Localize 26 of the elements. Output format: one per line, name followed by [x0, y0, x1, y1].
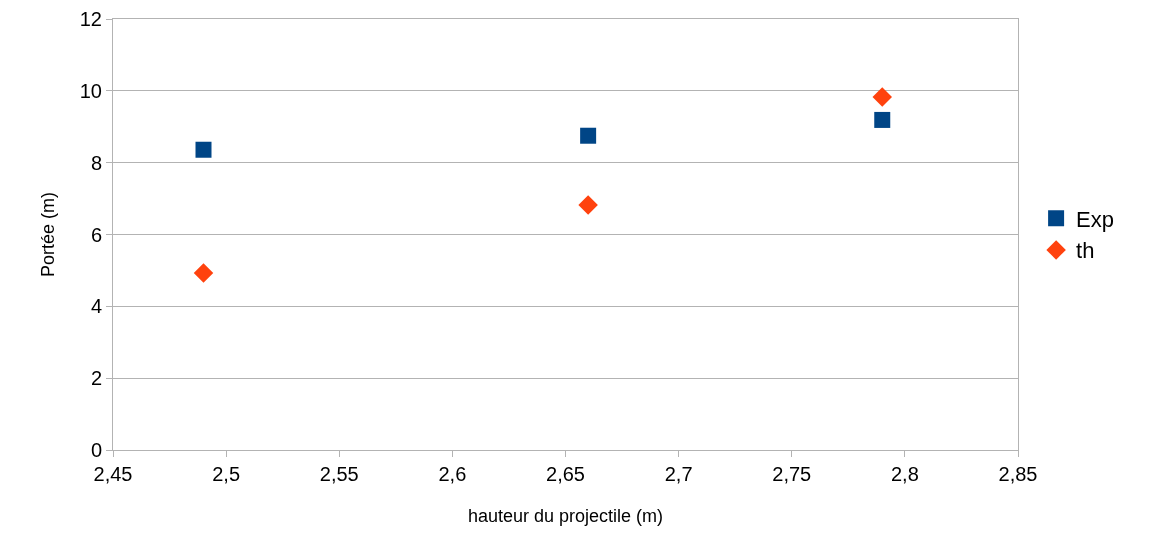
y-tick-label: 0 — [90, 439, 102, 461]
x-tick-label: 2,7 — [664, 463, 693, 485]
x-tick-label: 2,45 — [93, 463, 133, 485]
x-tick-label: 2,5 — [212, 463, 241, 485]
point — [193, 263, 214, 283]
x-axis-title: hauteur du projectile (m) — [467, 506, 664, 527]
legend-label: th — [1076, 238, 1095, 264]
x-tick-label: 2,65 — [546, 463, 585, 485]
y-tick-label: 2 — [90, 367, 102, 390]
y-tick-label: 10 — [79, 79, 102, 102]
point — [872, 87, 892, 107]
point — [874, 111, 891, 128]
y-tick-label: 12 — [79, 8, 102, 30]
x-tick-label: 2,75 — [772, 463, 812, 485]
y-axis-title: Portée (m) — [37, 191, 58, 278]
point — [578, 195, 598, 215]
y-tick-label: 6 — [90, 223, 102, 246]
x-tick-label: 2,85 — [998, 463, 1038, 485]
x-tick-label: 2,55 — [319, 463, 359, 485]
x-tick-label: 2,8 — [890, 463, 919, 485]
point — [195, 141, 212, 158]
y-tick-label: 4 — [90, 295, 102, 318]
legend-label: Exp — [1076, 206, 1115, 232]
y-tick-label: 8 — [90, 151, 102, 174]
point — [580, 127, 597, 144]
x-tick-label: 2,6 — [438, 463, 467, 485]
